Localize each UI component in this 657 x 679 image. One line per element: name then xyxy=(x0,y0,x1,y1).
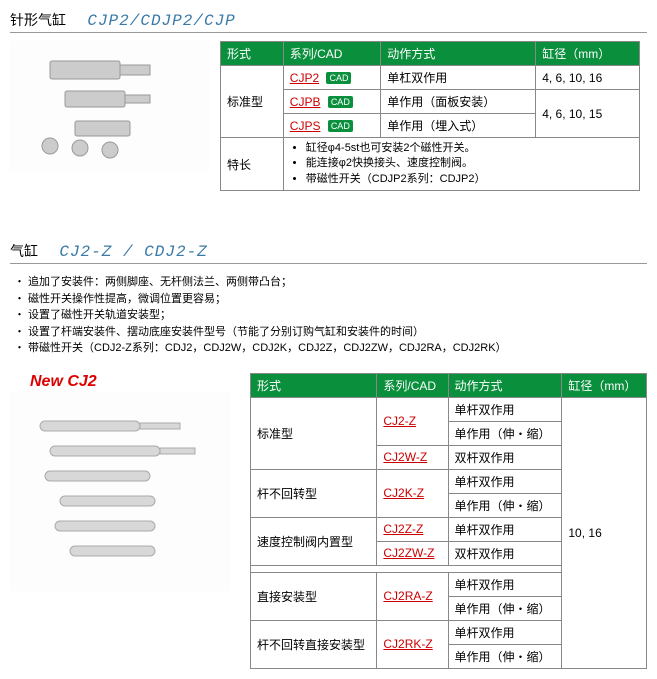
section1-category: 针形气缸 xyxy=(10,12,66,28)
feature-item: 缸径φ4-5st也可安装2个磁性开关。 xyxy=(306,141,633,156)
series-cell: CJ2K-Z xyxy=(377,469,448,517)
cad-badge: CAD xyxy=(328,96,353,108)
product-image-cj2 xyxy=(10,391,230,591)
action-cell: 双杆双作用 xyxy=(448,541,562,565)
series-cell: CJ2Z-Z xyxy=(377,517,448,541)
series-cell: CJ2RA-Z xyxy=(377,572,448,620)
section2-table: 形式 系列/CAD 动作方式 缸径（mm） 标准型 CJ2-Z 单杆双作用 10… xyxy=(250,373,647,669)
note-item: 带磁性开关（CDJ2-Z系列：CDJ2，CDJ2W，CDJ2K，CDJ2Z，CD… xyxy=(28,340,647,357)
series-link[interactable]: CJ2RA-Z xyxy=(383,589,432,603)
action-cell: 单杆双作用 xyxy=(448,397,562,421)
feature-item: 能连接φ2快换接头、速度控制阀。 xyxy=(306,156,633,171)
section1-table: 形式 系列/CAD 动作方式 缸径（mm） 标准型 CJP2 CAD 单杠双作用… xyxy=(220,41,640,191)
th-series: 系列/CAD xyxy=(377,373,448,397)
series-cell: CJP2 CAD xyxy=(283,66,380,90)
section2-layout: New CJ2 形式 系列/CAD 动作方式 缸径（mm） xyxy=(10,373,647,669)
cad-badge: CAD xyxy=(326,72,351,84)
series-link[interactable]: CJ2K-Z xyxy=(383,486,424,500)
section2-model: CJ2-Z / CDJ2-Z xyxy=(59,243,207,261)
series-link-cjp2[interactable]: CJP2 xyxy=(290,71,319,85)
series-link-cjps[interactable]: CJPS xyxy=(290,119,321,133)
product-image-cjp2 xyxy=(10,41,210,171)
action-cell: 单作用（伸・缩） xyxy=(448,644,562,668)
action-cell: 单杆双作用 xyxy=(448,469,562,493)
feature-item: 带磁性开关（CDJP2系列：CDJP2） xyxy=(306,172,633,187)
action-cell: 单作用（伸・缩） xyxy=(448,493,562,517)
form-cell: 标准型 xyxy=(251,397,377,469)
form-cell: 速度控制阀内置型 xyxy=(251,517,377,565)
note-item: 追加了安装件：两侧脚座、无杆侧法兰、两侧带凸台； xyxy=(28,274,647,291)
action-cell: 单作用（面板安装） xyxy=(381,90,536,114)
series-link[interactable]: CJ2-Z xyxy=(383,414,416,428)
section2-notes: 追加了安装件：两侧脚座、无杆侧法兰、两侧带凸台； 磁性开关操作性提高，微调位置更… xyxy=(28,274,647,357)
feature-cell: 缸径φ4-5st也可安装2个磁性开关。 能连接φ2快换接头、速度控制阀。 带磁性… xyxy=(283,138,639,191)
action-cell: 单杆双作用 xyxy=(448,620,562,644)
series-cell: CJ2ZW-Z xyxy=(377,541,448,565)
th-series: 系列/CAD xyxy=(283,42,380,66)
form-cell: 直接安装型 xyxy=(251,572,377,620)
action-cell: 单作用（伸・缩） xyxy=(448,421,562,445)
series-cell: CJ2W-Z xyxy=(377,445,448,469)
th-action: 动作方式 xyxy=(381,42,536,66)
section1-layout: 形式 系列/CAD 动作方式 缸径（mm） 标准型 CJP2 CAD 单杠双作用… xyxy=(10,41,647,191)
section1-header: 针形气缸 CJP2/CDJP2/CJP xyxy=(10,10,647,33)
form-cell: 杆不回转型 xyxy=(251,469,377,517)
new-badge: New CJ2 xyxy=(30,373,240,391)
form-cell: 标准型 xyxy=(221,66,284,138)
section2-header: 气缸 CJ2-Z / CDJ2-Z xyxy=(10,241,647,264)
series-cell: CJ2-Z xyxy=(377,397,448,445)
feature-label: 特长 xyxy=(221,138,284,191)
th-bore: 缸径（mm） xyxy=(562,373,647,397)
action-cell: 单杆双作用 xyxy=(448,572,562,596)
action-cell: 单杠双作用 xyxy=(381,66,536,90)
action-cell: 双杆双作用 xyxy=(448,445,562,469)
series-cell: CJPB CAD xyxy=(283,90,380,114)
series-link[interactable]: CJ2ZW-Z xyxy=(383,546,434,560)
bore-cell: 4, 6, 10, 15 xyxy=(536,90,640,138)
cad-badge: CAD xyxy=(328,120,353,132)
form-cell: 杆不回转直接安装型 xyxy=(251,620,377,668)
th-form: 形式 xyxy=(251,373,377,397)
action-cell: 单作用（埋入式） xyxy=(381,114,536,138)
bore-cell: 10, 16 xyxy=(562,397,647,668)
note-item: 设置了磁性开关轨道安装型； xyxy=(28,307,647,324)
th-bore: 缸径（mm） xyxy=(536,42,640,66)
section2-category: 气缸 xyxy=(10,243,38,259)
series-link[interactable]: CJ2RK-Z xyxy=(383,637,432,651)
series-link[interactable]: CJ2Z-Z xyxy=(383,522,423,536)
series-link[interactable]: CJ2W-Z xyxy=(383,450,427,464)
series-cell: CJPS CAD xyxy=(283,114,380,138)
bore-cell: 4, 6, 10, 16 xyxy=(536,66,640,90)
note-item: 设置了杆端安装件、摆动底座安装件型号（节能了分别订购气缸和安装件的时间） xyxy=(28,324,647,341)
section1-model: CJP2/CDJP2/CJP xyxy=(87,12,235,30)
series-cell: CJ2RK-Z xyxy=(377,620,448,668)
th-action: 动作方式 xyxy=(448,373,562,397)
series-link-cjpb[interactable]: CJPB xyxy=(290,95,321,109)
th-form: 形式 xyxy=(221,42,284,66)
note-item: 磁性开关操作性提高，微调位置更容易； xyxy=(28,291,647,308)
action-cell: 单作用（伸・缩） xyxy=(448,596,562,620)
action-cell: 单杆双作用 xyxy=(448,517,562,541)
